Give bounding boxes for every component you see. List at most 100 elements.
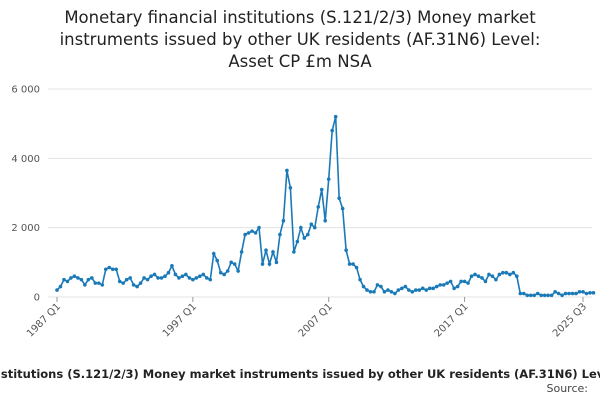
point	[299, 225, 303, 230]
point	[424, 288, 429, 292]
point	[319, 187, 324, 192]
point	[260, 262, 265, 266]
point	[403, 284, 408, 289]
point	[103, 267, 108, 272]
point	[281, 218, 286, 223]
point	[121, 281, 125, 285]
point	[292, 250, 296, 254]
point	[222, 272, 227, 277]
point	[351, 262, 355, 266]
point	[72, 274, 77, 279]
point	[69, 276, 73, 280]
point	[114, 267, 119, 272]
point	[574, 291, 578, 296]
point	[501, 270, 505, 275]
point	[389, 290, 394, 294]
point	[563, 291, 568, 296]
y-tick-label: 0	[34, 293, 40, 304]
point	[86, 277, 91, 282]
point	[382, 290, 387, 294]
point	[553, 290, 557, 294]
chart-title: Monetary financial institutions (S.121/2…	[64, 8, 536, 27]
point	[427, 286, 432, 291]
point	[521, 291, 526, 296]
point	[271, 250, 275, 254]
point	[337, 196, 341, 200]
x-tick-label: 1987 Q1	[25, 301, 63, 339]
point	[567, 291, 571, 296]
point	[253, 231, 258, 235]
point	[525, 293, 530, 298]
point	[535, 291, 540, 296]
point	[539, 293, 543, 298]
point	[455, 284, 460, 289]
point	[476, 274, 481, 279]
point	[250, 229, 254, 233]
point	[448, 279, 453, 284]
point	[135, 284, 139, 289]
point	[180, 274, 185, 279]
point	[407, 288, 411, 292]
point	[344, 248, 348, 252]
point	[83, 283, 87, 287]
point	[110, 267, 115, 272]
point	[138, 281, 143, 285]
point	[556, 291, 561, 296]
point	[194, 276, 199, 280]
point	[473, 272, 477, 277]
point	[316, 205, 321, 209]
point	[396, 288, 401, 292]
point	[445, 281, 449, 285]
point	[187, 276, 192, 280]
point	[577, 290, 582, 294]
point	[365, 288, 369, 292]
point	[581, 290, 585, 294]
y-tick-label: 2 000	[11, 223, 40, 234]
point	[159, 276, 164, 280]
point	[480, 276, 484, 280]
point	[278, 232, 282, 237]
point	[107, 265, 112, 270]
point	[124, 277, 129, 282]
point	[494, 277, 498, 282]
point	[452, 286, 456, 291]
point	[62, 277, 66, 282]
point	[361, 284, 366, 289]
point	[274, 260, 279, 265]
point	[466, 281, 470, 285]
point	[58, 284, 63, 289]
point	[312, 225, 317, 230]
point	[542, 293, 547, 298]
point	[76, 276, 80, 280]
point	[462, 279, 467, 284]
point	[55, 288, 59, 292]
point	[368, 290, 373, 294]
point	[358, 277, 362, 282]
point	[243, 232, 247, 237]
point	[90, 276, 94, 280]
point	[97, 281, 101, 285]
point	[246, 231, 251, 235]
point	[225, 269, 230, 273]
point	[532, 293, 537, 298]
chart-title: Asset CP £m NSA	[228, 52, 372, 71]
point	[490, 274, 495, 279]
point	[420, 286, 425, 291]
line	[56, 116, 594, 297]
point	[413, 288, 418, 292]
point	[528, 293, 533, 298]
point	[236, 269, 240, 273]
x-tick-label: 1997 Q1	[161, 301, 199, 339]
point	[375, 283, 380, 287]
point	[323, 218, 328, 223]
point	[208, 277, 213, 282]
x-tick-label: 2007 Q1	[297, 301, 335, 339]
point	[93, 281, 98, 285]
point	[177, 276, 181, 280]
point	[100, 283, 105, 287]
point	[386, 288, 390, 292]
point	[288, 186, 293, 190]
point	[340, 206, 345, 211]
point	[560, 293, 564, 298]
